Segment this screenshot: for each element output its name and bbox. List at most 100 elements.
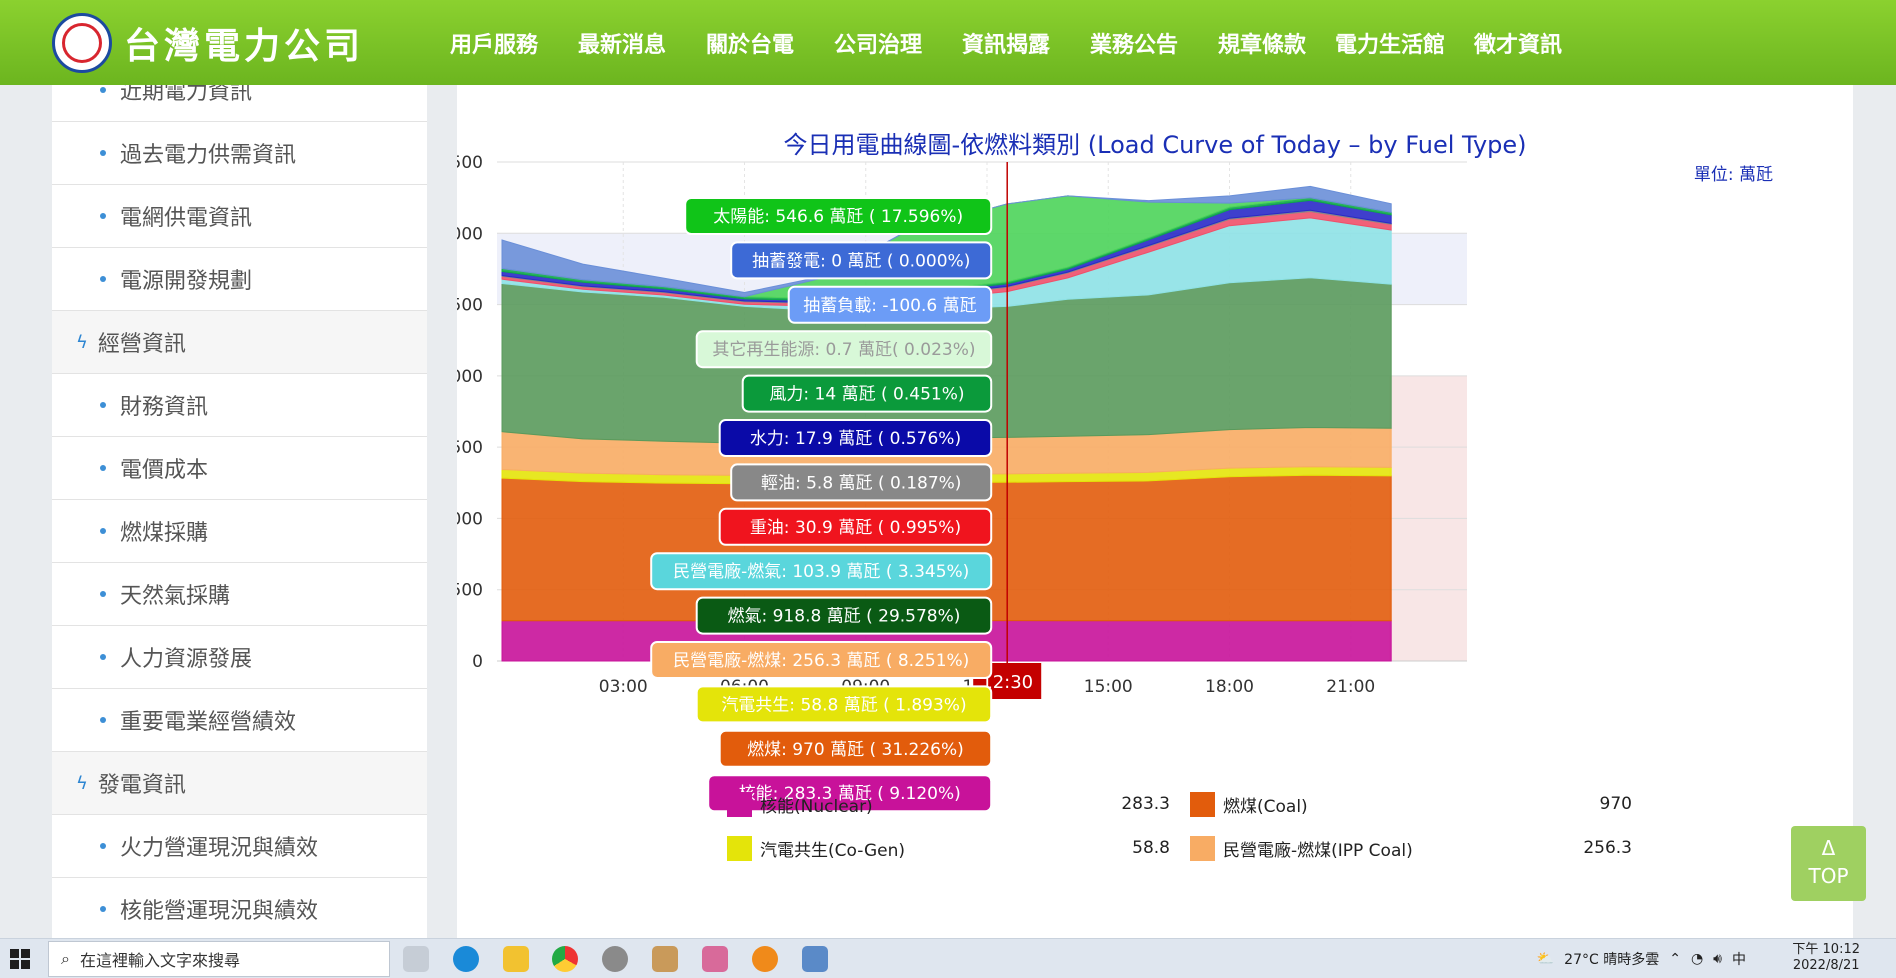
search-placeholder: 在這裡輸入文字來搜尋: [79, 951, 240, 970]
x-tick-label: 21:00: [1326, 677, 1375, 697]
chevron-up-icon[interactable]: ⌃: [1669, 951, 1681, 967]
animal-app-icon[interactable]: [652, 946, 678, 972]
tooltip-text: 燃氣: 918.8 萬瓩 ( 29.578%): [727, 607, 960, 627]
clock-app-icon[interactable]: [602, 946, 628, 972]
up-arrow-icon: Δ: [1821, 836, 1836, 860]
weather-icon: ⛅: [1536, 951, 1555, 967]
tooltip-box: [684, 197, 993, 235]
sidebar-item-13[interactable]: 核能營運現況與績效: [52, 878, 427, 938]
weather-text[interactable]: 27°C 晴時多雲: [1564, 952, 1660, 968]
taskbar-clock[interactable]: 下午 10:12 2022/8/21: [1792, 942, 1860, 974]
nav-item-4[interactable]: 資訊揭露: [942, 0, 1070, 99]
bullet-icon: [100, 150, 106, 156]
windows-start-icon[interactable]: [10, 949, 30, 969]
main-nav: 用戶服務 最新消息 關於台電 公司治理 資訊揭露 業務公告 規章條款 電力生活館 徵才資訊: [430, 0, 1582, 99]
nav-item-6[interactable]: 規章條款: [1217, 32, 1306, 58]
bolt-icon: ϟ: [76, 331, 88, 353]
sidebar-item-0[interactable]: 近期電力資訊: [52, 85, 427, 122]
tooltip-box: [787, 285, 993, 324]
legend-label: 核能(Nuclear): [760, 797, 873, 817]
tooltip-text: 風力: 14 萬瓩 ( 0.451%): [769, 385, 964, 405]
y-tick-label: 1,000: [457, 509, 483, 529]
logo[interactable]: 台灣電力公司: [52, 12, 364, 74]
sidebar-item-label: 電源開發規劃: [120, 269, 253, 294]
nav-item-3[interactable]: 公司治理: [833, 32, 922, 58]
bullet-icon: [100, 528, 106, 534]
tooltip-text: 民營電廠-燃氣: 103.9 萬瓩 ( 3.345%): [673, 561, 969, 582]
nav-item-1[interactable]: 最新消息: [577, 32, 666, 58]
tooltip-box: [650, 641, 993, 679]
legend-label: 民營電廠-燃煤(IPP Coal): [1223, 841, 1413, 861]
sidebar-item-1[interactable]: 過去電力供需資訊: [52, 122, 427, 185]
sidebar-item-7[interactable]: 燃煤採購: [52, 500, 427, 563]
taipower-emblem-icon: [52, 13, 112, 73]
y-tick-label: 1,500: [457, 438, 483, 458]
unit-label: 單位: 萬瓩: [1693, 165, 1773, 185]
bullet-icon: [100, 654, 106, 660]
nav-item-0[interactable]: 用戶服務: [449, 32, 538, 58]
sidebar-item-2[interactable]: 電網供電資訊: [52, 185, 427, 248]
y-tick-label: 2,500: [457, 296, 483, 316]
tooltip-box: [718, 507, 993, 546]
sidebar-item-5[interactable]: 財務資訊: [52, 374, 427, 437]
clock-date: 2022/8/21: [1792, 958, 1860, 973]
legend-value: 58.8: [1132, 838, 1170, 858]
tooltip-text: 民營電廠-燃煤: 256.3 萬瓩 ( 8.251%): [673, 650, 969, 671]
sidebar-item-12[interactable]: 火力營運現況與績效: [52, 815, 427, 878]
site-header: 台灣電力公司 用戶服務 最新消息 關於台電 公司治理 資訊揭露 業務公告 規章條款 電力生活館…: [0, 0, 1896, 99]
top-label: TOP: [1808, 864, 1849, 888]
edge-browser-icon[interactable]: [453, 946, 479, 972]
nav-item-2[interactable]: 關於台電: [705, 32, 794, 58]
ime-indicator[interactable]: 中: [1732, 952, 1746, 968]
task-view-icon[interactable]: [403, 946, 429, 972]
chrome-browser-icon[interactable]: [552, 946, 578, 972]
legend-value: 970: [1599, 794, 1632, 814]
legend-swatch: [1190, 836, 1215, 861]
file-explorer-icon[interactable]: [503, 946, 529, 972]
legend-item[interactable]: 核能(Nuclear): [727, 792, 873, 817]
main-panel: 今日用電曲線圖-依燃料類別 (Load Curve of Today – by …: [457, 85, 1853, 938]
legend-value: 283.3: [1121, 794, 1170, 814]
sidebar-item-8[interactable]: 天然氣採購: [52, 563, 427, 626]
nav-item-7[interactable]: 電力生活館: [1334, 32, 1445, 58]
sidebar-item-label: 人力資源發展: [120, 647, 253, 672]
sidebar-item-label: 發電資訊: [97, 773, 186, 798]
sidebar-item-label: 燃煤採購: [120, 521, 209, 546]
volume-icon[interactable]: 🔊︎: [1713, 951, 1722, 967]
taskbar: ⌕ 在這裡輸入文字來搜尋 ⛅ 27°C 晴時多雲 ⌃ ◔ 🔊︎ 中 下午 10:…: [0, 938, 1896, 978]
time-marker-label: 12:30: [981, 672, 1033, 693]
nav-item-5[interactable]: 業務公告: [1089, 32, 1178, 58]
sidebar-item-6[interactable]: 電價成本: [52, 437, 427, 500]
sidebar-item-label: 經營資訊: [97, 332, 186, 357]
sidebar-item-9[interactable]: 人力資源發展: [52, 626, 427, 689]
tooltip-box: [695, 685, 993, 724]
document-app-icon[interactable]: [802, 946, 828, 972]
sidebar-item-4[interactable]: ϟ 經營資訊: [52, 311, 427, 374]
taskbar-search[interactable]: ⌕ 在這裡輸入文字來搜尋: [48, 941, 390, 977]
bolt-icon: ϟ: [76, 772, 88, 794]
x-tick-label: 03:00: [599, 677, 648, 697]
tooltip-text: 汽電共生: 58.8 萬瓩 ( 1.893%): [721, 695, 966, 715]
y-tick-label: 500: [457, 581, 483, 601]
nav-item-8[interactable]: 徵才資訊: [1473, 32, 1562, 58]
tooltip-text: 其它再生能源: 0.7 萬瓩( 0.023%): [712, 340, 975, 360]
legend-item[interactable]: 汽電共生(Co-Gen): [727, 836, 905, 861]
sidebar-item-10[interactable]: 重要電業經營績效: [52, 689, 427, 752]
sidebar-item-label: 核能營運現況與績效: [120, 899, 319, 924]
tooltip-box: [695, 330, 993, 369]
blender-icon[interactable]: [752, 946, 778, 972]
tooltip-text: 抽蓄發電: 0 萬瓩 ( 0.000%): [752, 251, 970, 271]
bullet-icon: [100, 906, 106, 912]
back-to-top-button[interactable]: Δ TOP: [1791, 826, 1866, 901]
legend-item[interactable]: 民營電廠-燃煤(IPP Coal): [1190, 836, 1413, 861]
sidebar-item-11[interactable]: ϟ 發電資訊: [52, 752, 427, 815]
bullet-icon: [100, 843, 106, 849]
legend-item[interactable]: 燃煤(Coal): [1190, 792, 1308, 817]
sidebar-item-3[interactable]: 電源開發規劃: [52, 248, 427, 311]
bullet-icon: [100, 87, 106, 93]
tooltip-box: [707, 774, 993, 813]
legend-swatch: [727, 792, 752, 817]
network-icon[interactable]: ◔: [1690, 951, 1704, 967]
paint-app-icon[interactable]: [702, 946, 728, 972]
load-curve-chart: 05001,0001,5002,0002,5003,0003,50003:000…: [457, 153, 1467, 813]
